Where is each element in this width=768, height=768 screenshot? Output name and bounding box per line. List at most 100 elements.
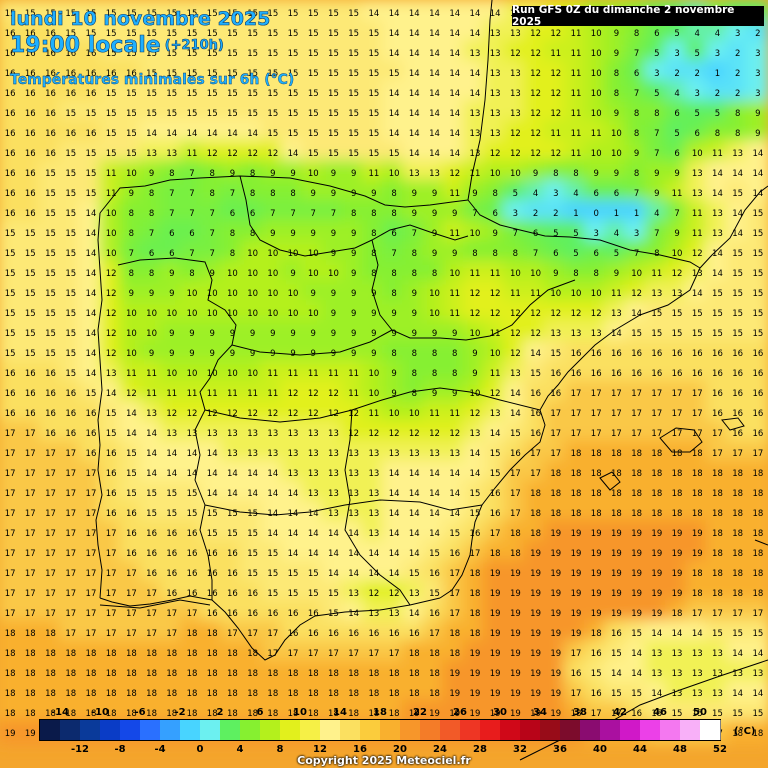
temperature-value: 15 <box>732 269 743 279</box>
temperature-cell <box>0 480 23 504</box>
temperature-value: 18 <box>308 709 319 719</box>
temperature-value: 18 <box>126 709 137 719</box>
temperature-value: 17 <box>65 589 76 599</box>
temperature-value: 13 <box>712 229 723 239</box>
temperature-value: 16 <box>5 169 16 179</box>
temperature-value: 12 <box>510 329 521 339</box>
temperature-value: 10 <box>106 209 117 219</box>
temperature-cell <box>0 40 23 64</box>
temperature-value: 12 <box>530 49 541 59</box>
temperature-value: 12 <box>550 309 561 319</box>
temperature-value: 14 <box>389 549 400 559</box>
temperature-value: 8 <box>149 209 154 219</box>
temperature-cell <box>0 500 23 524</box>
temperature-value: 15 <box>45 329 56 339</box>
temperature-value: 18 <box>672 469 683 479</box>
temperature-value: 15 <box>651 709 662 719</box>
temperature-value: 17 <box>106 629 117 639</box>
temperature-value: 15 <box>65 269 76 279</box>
temperature-value: 9 <box>371 289 376 299</box>
temperature-value: 19 <box>530 709 541 719</box>
temperature-value: 18 <box>166 669 177 679</box>
legend-swatch <box>320 720 341 740</box>
temperature-value: 19 <box>550 569 561 579</box>
temperature-value: 10 <box>126 309 137 319</box>
temperature-value: 17 <box>267 629 278 639</box>
temperature-value: 16 <box>45 389 56 399</box>
temperature-value: 7 <box>189 169 194 179</box>
temperature-value: 10 <box>308 169 319 179</box>
legend-swatch <box>360 720 381 740</box>
legend-swatch <box>220 720 241 740</box>
temperature-value: 16 <box>25 389 36 399</box>
temperature-value: 15 <box>672 309 683 319</box>
temperature-value: 16 <box>651 369 662 379</box>
temperature-value: 17 <box>25 469 36 479</box>
temperature-value: 18 <box>692 489 703 499</box>
temperature-value: 14 <box>328 549 339 559</box>
temperature-value: 18 <box>207 709 218 719</box>
temperature-value: 15 <box>187 489 198 499</box>
temperature-value: 15 <box>611 689 622 699</box>
temperature-value: 11 <box>470 169 481 179</box>
temperature-value: 16 <box>65 49 76 59</box>
temperature-value: 8 <box>593 269 598 279</box>
temperature-value: 15 <box>247 69 258 79</box>
temperature-value: 12 <box>530 309 541 319</box>
temperature-value: 17 <box>126 569 137 579</box>
temperature-value: 13 <box>490 49 501 59</box>
temperature-value: 15 <box>106 109 117 119</box>
temperature-value: 10 <box>611 149 622 159</box>
temperature-value: 18 <box>591 449 602 459</box>
temperature-value: 16 <box>308 609 319 619</box>
temperature-value: 18 <box>651 469 662 479</box>
temperature-value: 8 <box>432 269 437 279</box>
temperature-value: 15 <box>146 509 157 519</box>
legend-swatch <box>540 720 561 740</box>
temperature-value: 10 <box>207 369 218 379</box>
temperature-value: 14 <box>409 89 420 99</box>
temperature-value: 14 <box>449 89 460 99</box>
temperature-value: 18 <box>207 649 218 659</box>
temperature-value: 19 <box>672 529 683 539</box>
temperature-value: 18 <box>752 729 763 739</box>
temperature-value: 18 <box>752 469 763 479</box>
temperature-value: 5 <box>654 49 659 59</box>
temperature-value: 9 <box>391 309 396 319</box>
temperature-value: 13 <box>490 129 501 139</box>
temperature-value: 12 <box>106 329 117 339</box>
temperature-value: 16 <box>86 409 97 419</box>
temperature-value: 4 <box>533 189 538 199</box>
temperature-value: 17 <box>65 609 76 619</box>
temperature-value: 18 <box>611 469 622 479</box>
temperature-value: 15 <box>65 369 76 379</box>
temperature-value: 7 <box>209 249 214 259</box>
temperature-value: 15 <box>126 129 137 139</box>
temperature-value: 10 <box>247 369 258 379</box>
french-coast <box>467 0 493 201</box>
temperature-value: 16 <box>187 529 198 539</box>
temperature-value: 10 <box>490 349 501 359</box>
temperature-value: 18 <box>449 629 460 639</box>
temperature-value: 13 <box>470 109 481 119</box>
temperature-value: 18 <box>288 689 299 699</box>
temperature-value: 14 <box>389 529 400 539</box>
temperature-value: 18 <box>550 469 561 479</box>
temperature-cell <box>0 340 23 364</box>
region-line-1 <box>239 175 469 257</box>
temperature-value: 9 <box>412 189 417 199</box>
temperature-value: 12 <box>409 429 420 439</box>
region-line-2 <box>371 239 576 341</box>
temperature-value: 18 <box>490 549 501 559</box>
temperature-value: 19 <box>571 629 582 639</box>
temperature-value: 12 <box>470 409 481 419</box>
temperature-value: 17 <box>672 409 683 419</box>
temperature-value: 14 <box>651 629 662 639</box>
temperature-value: 6 <box>149 249 154 259</box>
temperature-value: 15 <box>732 309 743 319</box>
temperature-value: 18 <box>611 489 622 499</box>
copyright: Copyright 2025 Meteociel.fr <box>297 754 471 767</box>
temperature-value: 15 <box>65 249 76 259</box>
legend-unit: (°C) <box>734 726 756 737</box>
temperature-value: 10 <box>166 369 177 379</box>
